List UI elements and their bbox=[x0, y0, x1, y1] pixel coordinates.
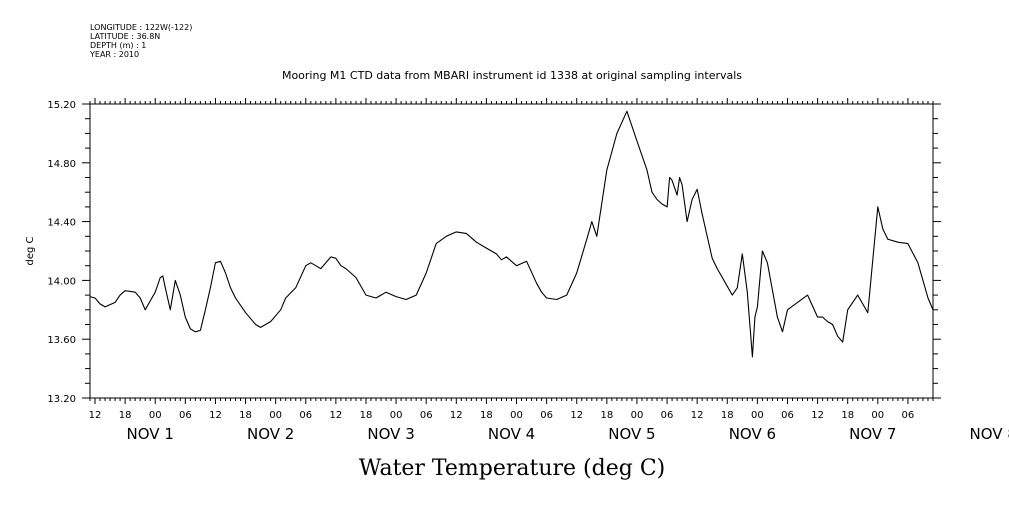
x-tick-label: 18 bbox=[119, 410, 132, 421]
x-tick-label: 00 bbox=[390, 410, 403, 421]
x-tick-label: 18 bbox=[239, 410, 252, 421]
x-day-label: NOV 1 bbox=[127, 425, 174, 443]
x-tick-label: 12 bbox=[570, 410, 583, 421]
x-tick-label: 12 bbox=[330, 410, 343, 421]
axis-tick-labels: 12 18 00 06 12 18 00 06 12 18 00 06 12 18 00 06 12 18 00 06… bbox=[47, 100, 1009, 443]
x-tick-label: 00 bbox=[631, 410, 644, 421]
y-tick-label: 13.20 bbox=[47, 394, 76, 405]
x-tick-label: 06 bbox=[661, 410, 674, 421]
x-day-label: NOV 5 bbox=[608, 425, 655, 443]
x-tick-label: 00 bbox=[269, 410, 282, 421]
x-tick-label: 12 bbox=[691, 410, 704, 421]
latitude-label: LATITUDE : 36.8N bbox=[90, 32, 160, 41]
year-label: YEAR : 2010 bbox=[89, 50, 139, 59]
x-day-label: NOV 7 bbox=[849, 425, 896, 443]
x-tick-label: 06 bbox=[781, 410, 794, 421]
plot-frame bbox=[89, 103, 934, 399]
x-tick-label: 18 bbox=[360, 410, 373, 421]
x-tick-label: 06 bbox=[540, 410, 553, 421]
x-tick-label: 06 bbox=[179, 410, 192, 421]
x-tick-label: 18 bbox=[721, 410, 734, 421]
chart-title: Mooring M1 CTD data from MBARI instrumen… bbox=[282, 69, 742, 82]
y-tick-label: 14.40 bbox=[47, 218, 76, 229]
x-day-label: NOV 6 bbox=[729, 425, 776, 443]
series-line bbox=[89, 110, 934, 358]
y-tick-label: 15.20 bbox=[47, 100, 76, 111]
x-tick-label: 12 bbox=[450, 410, 463, 421]
x-tick-label: 06 bbox=[420, 410, 433, 421]
x-axis-title: Water Temperature (deg C) bbox=[359, 456, 666, 481]
x-day-label: NOV 2 bbox=[247, 425, 294, 443]
y-tick-label: 14.80 bbox=[47, 159, 76, 170]
x-tick-label: 00 bbox=[510, 410, 523, 421]
x-tick-label: 12 bbox=[89, 410, 102, 421]
y-tick-label: 13.60 bbox=[47, 335, 76, 346]
x-tick-label: 18 bbox=[600, 410, 613, 421]
x-day-label: NOV 4 bbox=[488, 425, 535, 443]
depth-label: DEPTH (m) : 1 bbox=[90, 41, 146, 50]
x-tick-label: 12 bbox=[811, 410, 824, 421]
series-layer bbox=[89, 110, 934, 358]
x-tick-label: 18 bbox=[480, 410, 493, 421]
x-tick-label: 00 bbox=[871, 410, 884, 421]
x-tick-label: 18 bbox=[841, 410, 854, 421]
x-tick-label: 00 bbox=[751, 410, 764, 421]
x-day-label: NOV 8 bbox=[970, 425, 1009, 443]
x-tick-label: 12 bbox=[209, 410, 222, 421]
x-tick-label: 06 bbox=[902, 410, 915, 421]
x-tick-label: 00 bbox=[149, 410, 162, 421]
longitude-label: LONGITUDE : 122W(-122) bbox=[90, 23, 192, 32]
axis-ticks bbox=[82, 98, 941, 404]
x-tick-label: 06 bbox=[299, 410, 312, 421]
y-tick-label: 14.00 bbox=[47, 276, 76, 287]
y-axis-label: deg C bbox=[25, 236, 36, 265]
x-day-label: NOV 3 bbox=[367, 425, 414, 443]
